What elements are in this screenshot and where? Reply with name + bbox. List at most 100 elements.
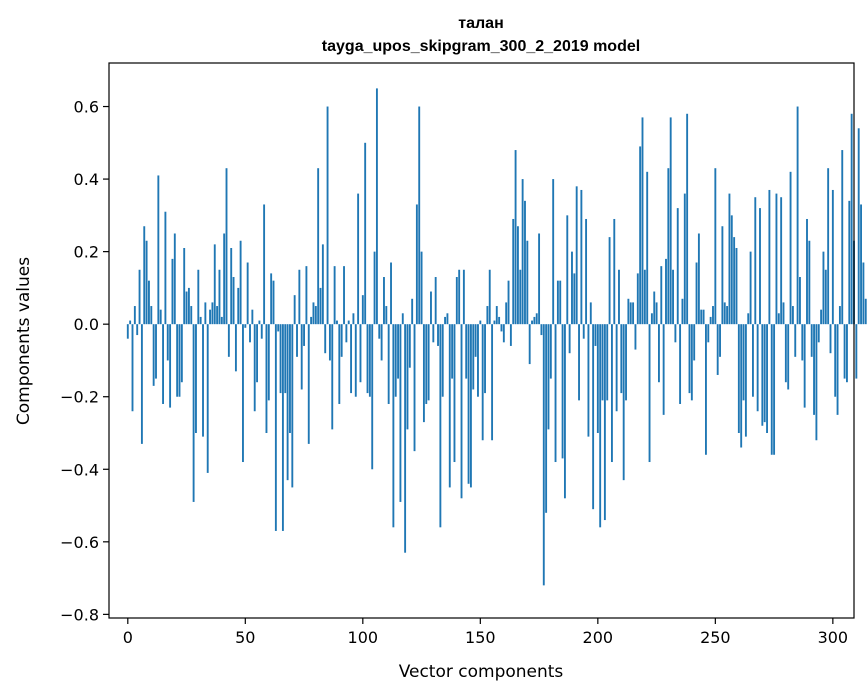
bar-310: [855, 324, 858, 379]
bar-135: [444, 316, 447, 325]
bar-83: [321, 244, 324, 325]
bar-239: [688, 324, 691, 394]
bar-237: [683, 193, 686, 325]
bar-92: [343, 266, 345, 325]
bar-10: [150, 306, 153, 325]
bar-165: [514, 150, 517, 325]
bar-256: [728, 193, 731, 325]
bar-69: [289, 324, 291, 433]
bar-201: [599, 324, 602, 528]
bar-45: [232, 277, 235, 325]
bar-140: [455, 277, 458, 325]
bar-49: [242, 324, 244, 463]
bar-48: [239, 240, 242, 325]
bar-71: [293, 295, 296, 325]
bar-243: [697, 233, 700, 325]
bar-301: [834, 324, 837, 397]
bar-294: [817, 324, 820, 343]
bar-218: [639, 146, 642, 325]
bar-100: [361, 295, 364, 325]
bar-238: [686, 113, 689, 325]
bar-85: [326, 106, 329, 325]
bar-210: [620, 324, 623, 394]
bar-261: [740, 324, 743, 448]
bar-197: [589, 302, 592, 325]
bar-70: [291, 324, 294, 488]
bar-63: [274, 324, 277, 531]
bar-117: [401, 313, 404, 325]
bar-37: [213, 244, 216, 325]
bar-199: [594, 324, 597, 346]
bar-44: [230, 248, 233, 325]
bar-227: [660, 266, 663, 325]
bar-303: [838, 306, 841, 325]
bar-273: [768, 189, 771, 325]
bar-209: [618, 269, 620, 325]
chart-title: талан: [458, 15, 503, 32]
bar-214: [629, 302, 632, 325]
bar-93: [345, 324, 348, 343]
bar-184: [559, 280, 562, 325]
y-tick-label: 0.4: [74, 170, 99, 189]
bar-14: [159, 309, 162, 325]
bar-277: [777, 313, 780, 325]
bar-6: [140, 324, 143, 444]
bar-307: [848, 200, 851, 325]
bar-253: [721, 226, 724, 325]
bar-74: [300, 324, 303, 390]
bar-207: [613, 218, 616, 325]
bar-125: [420, 251, 423, 325]
y-tick-label: −0.2: [60, 388, 99, 407]
bar-252: [719, 324, 721, 357]
bar-84: [324, 324, 327, 354]
bar-194: [582, 324, 585, 339]
bar-190: [573, 273, 576, 325]
bar-189: [571, 251, 573, 325]
bar-126: [422, 324, 425, 423]
bar-254: [723, 302, 726, 325]
bar-266: [752, 324, 754, 397]
bar-242: [695, 262, 698, 325]
bar-47: [237, 287, 240, 325]
bar-138: [451, 324, 454, 379]
bar-143: [462, 269, 465, 325]
bar-153: [486, 306, 489, 325]
bar-288: [803, 324, 806, 408]
bar-28: [192, 324, 195, 502]
bar-120: [408, 324, 411, 368]
bar-76: [305, 266, 308, 325]
bar-15: [162, 324, 164, 404]
bar-151: [481, 324, 484, 441]
bar-23: [180, 324, 183, 383]
bar-149: [477, 324, 479, 397]
bar-231: [669, 117, 672, 325]
x-tick-label: 100: [348, 628, 379, 647]
bar-101: [364, 142, 367, 325]
y-tick-label: 0.0: [74, 315, 99, 334]
x-tick-label: 50: [235, 628, 255, 647]
bar-124: [418, 106, 421, 325]
bar-65: [279, 324, 282, 394]
bar-128: [427, 324, 430, 401]
bar-161: [505, 302, 508, 325]
bar-298: [827, 168, 830, 325]
bar-270: [761, 324, 764, 426]
bar-31: [199, 316, 202, 325]
bar-178: [545, 324, 548, 513]
x-tick-label: 200: [583, 628, 614, 647]
bar-268: [756, 324, 759, 412]
bar-88: [333, 266, 336, 325]
bar-297: [824, 269, 827, 325]
y-tick-label: −0.8: [60, 605, 99, 624]
bar-262: [742, 324, 745, 401]
bar-200: [596, 324, 599, 433]
bar-79: [312, 302, 315, 325]
bar-114: [394, 324, 397, 397]
bar-306: [846, 324, 848, 383]
bar-265: [749, 251, 752, 325]
bar-5: [138, 269, 141, 325]
bar-20: [173, 233, 176, 325]
bar-39: [218, 269, 221, 325]
x-axis-ticks: 0 50 100 150 200 250 300: [123, 618, 848, 647]
